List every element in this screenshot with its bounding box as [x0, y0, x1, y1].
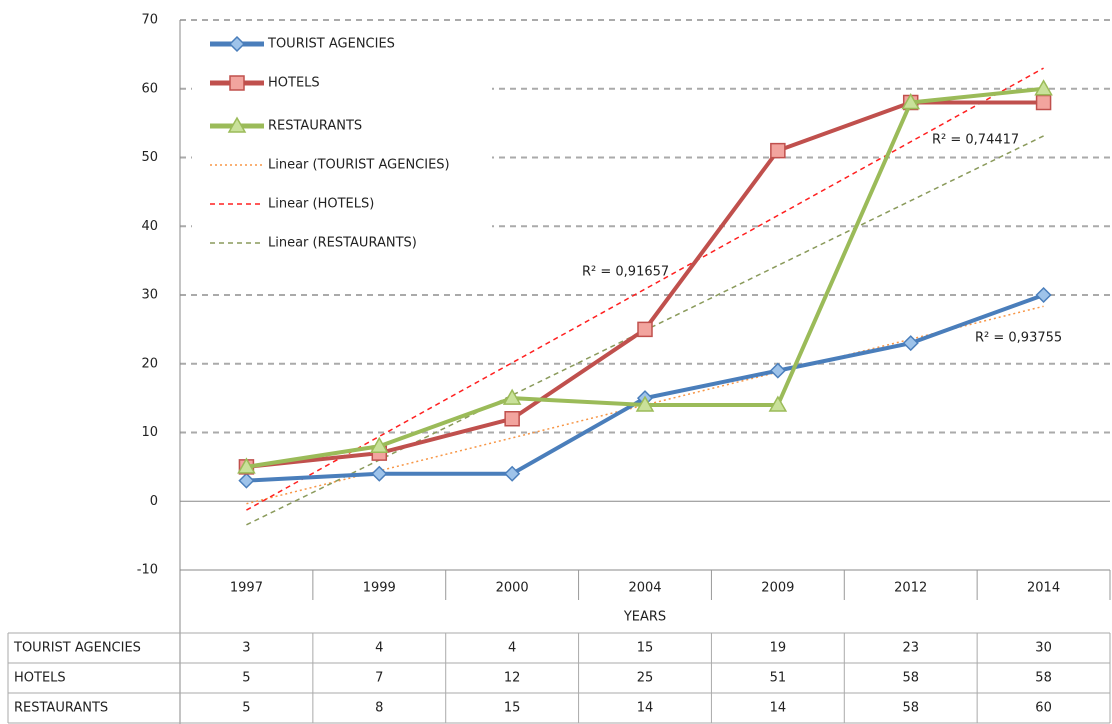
y-tick-label: 50 — [141, 150, 158, 165]
legend-label: Linear (HOTELS) — [268, 197, 374, 212]
y-tick-label: 20 — [141, 356, 158, 371]
marker — [635, 395, 655, 412]
table-cell: 3 — [242, 641, 250, 656]
marker — [1035, 94, 1052, 111]
marker — [237, 457, 256, 474]
x-tick-label: 1999 — [363, 581, 396, 596]
r-squared-label: R² = 0,91657 — [582, 265, 669, 280]
y-tick-label: -10 — [137, 563, 158, 578]
x-tick-label: 2009 — [761, 581, 794, 596]
marker — [504, 411, 520, 427]
marker — [504, 465, 521, 482]
x-tick-label: 2012 — [894, 581, 927, 596]
table-cell: 14 — [637, 701, 654, 716]
table-cell: 30 — [1035, 641, 1052, 656]
table-row-label: RESTAURANTS — [14, 701, 108, 716]
marker — [902, 335, 919, 352]
marker — [1034, 79, 1053, 96]
marker — [770, 142, 786, 159]
legend-label: RESTAURANTS — [268, 119, 362, 134]
table-cell: 58 — [1035, 671, 1052, 686]
legend-label: TOURIST AGENCIES — [267, 37, 395, 52]
marker — [769, 362, 786, 379]
table-cell: 4 — [375, 641, 383, 656]
table-cell: 4 — [508, 641, 516, 656]
marker — [371, 465, 388, 482]
marker — [637, 321, 653, 338]
table-cell: 23 — [902, 641, 919, 656]
table-cell: 12 — [504, 671, 521, 686]
y-tick-label: 30 — [141, 288, 158, 303]
y-tick-label: 0 — [150, 494, 158, 509]
y-tick-label: 10 — [141, 425, 158, 440]
x-tick-label: 1997 — [230, 581, 263, 596]
legend-label: Linear (RESTAURANTS) — [268, 236, 417, 251]
marker — [1035, 286, 1052, 304]
table-cell: 51 — [770, 671, 787, 686]
table-row-label: TOURIST AGENCIES — [13, 641, 141, 656]
r-squared-label: R² = 0,93755 — [975, 331, 1062, 346]
y-tick-label: 70 — [141, 13, 158, 28]
table-cell: 5 — [242, 701, 250, 716]
marker — [228, 35, 246, 53]
legend-label: Linear (TOURIST AGENCIES) — [268, 158, 450, 173]
marker — [229, 75, 245, 91]
table-cell: 5 — [242, 671, 250, 686]
table-cell: 15 — [637, 641, 654, 656]
table-row-label: HOTELS — [14, 671, 66, 686]
trendline — [246, 67, 1044, 511]
x-tick-label: 2000 — [496, 581, 529, 596]
table-cell: 8 — [375, 701, 383, 716]
legend-label: HOTELS — [268, 76, 320, 91]
marker — [768, 395, 788, 412]
marker — [901, 92, 921, 110]
marker — [238, 472, 255, 489]
y-tick-label: 60 — [141, 81, 158, 96]
table-cell: 15 — [504, 701, 521, 716]
marker — [502, 388, 522, 405]
marker — [227, 116, 247, 133]
table-cell: 7 — [375, 671, 383, 686]
y-tick-label: 40 — [141, 219, 158, 234]
legend-box — [192, 26, 492, 262]
r-squared-label: R² = 0,74417 — [932, 133, 1019, 148]
marker — [369, 436, 389, 453]
table-cell: 25 — [637, 671, 654, 686]
table-cell: 58 — [902, 701, 919, 716]
x-axis-label: YEARS — [623, 610, 666, 625]
table-cell: 14 — [770, 701, 787, 716]
table-cell: 58 — [902, 671, 919, 686]
x-tick-label: 2014 — [1027, 581, 1060, 596]
table-cell: 60 — [1035, 701, 1052, 716]
table-cell: 19 — [770, 641, 787, 656]
x-tick-label: 2004 — [628, 581, 661, 596]
